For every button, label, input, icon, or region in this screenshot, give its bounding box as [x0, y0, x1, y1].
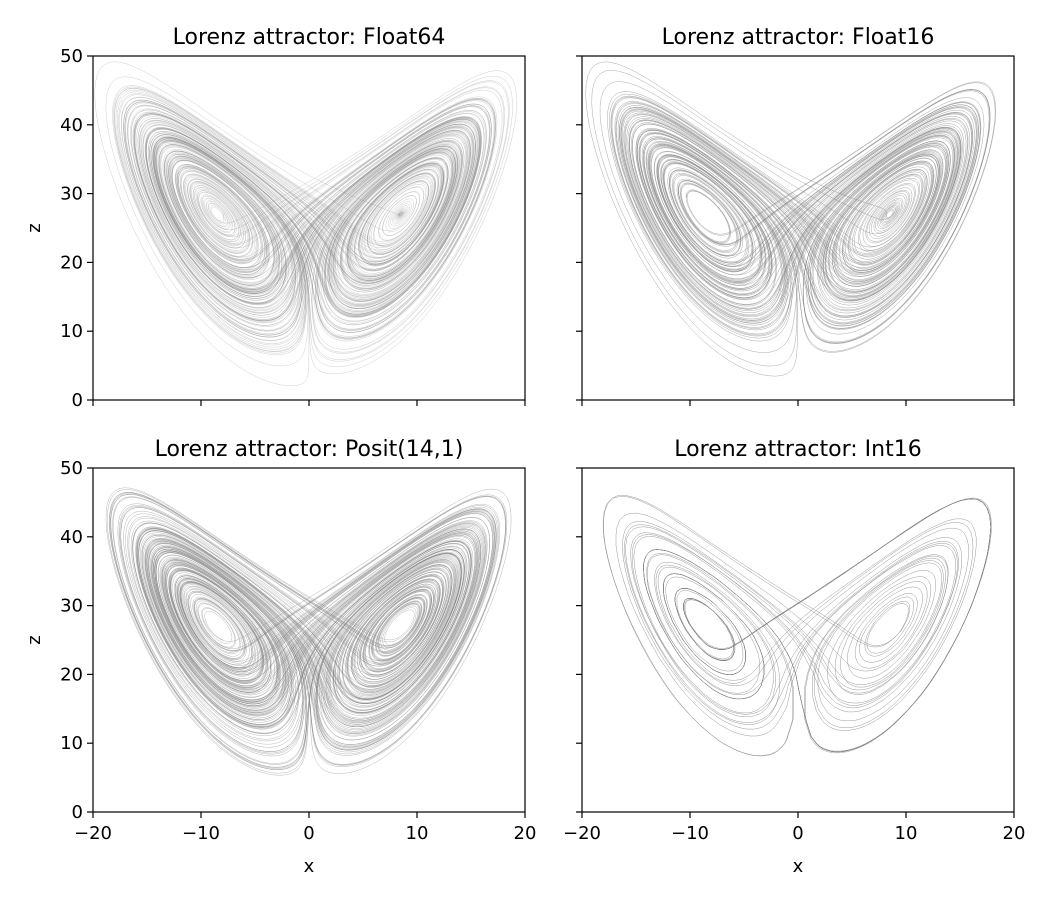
- y-axis-label: z: [24, 635, 45, 644]
- y-tick-label: 10: [60, 321, 83, 342]
- y-tick-label: 50: [60, 458, 83, 479]
- x-tick-label: 10: [895, 823, 918, 844]
- subplot-posit: Lorenz attractor: Posit(14,1) −20 −10 0 10 2…: [24, 437, 536, 877]
- y-tick-label: 40: [60, 115, 83, 136]
- trajectory: [94, 61, 517, 386]
- y-tick-label: 20: [60, 664, 83, 685]
- trajectory: [585, 61, 997, 377]
- subplot-title: Lorenz attractor: Float16: [662, 25, 935, 50]
- subplot-int16: Lorenz attractor: Int16 −20 −10 0 10 20 x: [563, 437, 1025, 877]
- subplot-title: Lorenz attractor: Int16: [674, 437, 921, 462]
- x-tick-label: 0: [792, 823, 803, 844]
- tick-group: −20 −10 0 10 20: [563, 467, 1026, 844]
- subplot-float64: Lorenz attractor: Float64 0 10 20 30 40 50 z: [24, 25, 526, 411]
- x-tick-label: −20: [563, 823, 601, 844]
- y-tick-label: 50: [60, 46, 83, 67]
- trajectory-line: [585, 61, 997, 377]
- subplot-title: Lorenz attractor: Float64: [173, 25, 446, 50]
- subplot-title: Lorenz attractor: Posit(14,1): [155, 437, 464, 462]
- y-tick-label: 30: [60, 184, 83, 205]
- tick-group: 0 10 20 30 40 50: [60, 46, 526, 411]
- x-tick-label: −10: [671, 823, 709, 844]
- trajectory-line: [105, 487, 512, 776]
- y-tick-label: 30: [60, 596, 83, 617]
- tick-group: [576, 55, 1015, 406]
- x-axis-label: x: [793, 856, 804, 877]
- x-tick-label: 20: [1003, 823, 1026, 844]
- x-tick-label: 0: [303, 823, 314, 844]
- tick-group: −20 −10 0 10 20 0 10 20 30 40 50: [60, 458, 536, 844]
- x-tick-label: −10: [182, 823, 220, 844]
- y-tick-label: 40: [60, 527, 83, 548]
- y-axis-label: z: [24, 223, 45, 232]
- x-tick-label: 20: [514, 823, 537, 844]
- trajectory-line: [94, 61, 517, 386]
- trajectory: [105, 487, 512, 776]
- x-tick-label: 10: [406, 823, 429, 844]
- y-tick-label: 0: [72, 390, 83, 411]
- y-tick-label: 10: [60, 733, 83, 754]
- y-tick-label: 20: [60, 252, 83, 273]
- trajectory: [602, 495, 992, 757]
- x-tick-label: −20: [74, 823, 112, 844]
- y-tick-label: 0: [72, 802, 83, 823]
- subplot-float16: Lorenz attractor: Float16: [576, 25, 1015, 406]
- x-axis-label: x: [304, 856, 315, 877]
- trajectory-line: [602, 495, 992, 757]
